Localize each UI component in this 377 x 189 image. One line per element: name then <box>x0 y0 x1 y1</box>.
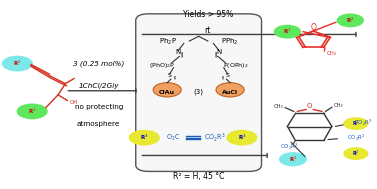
Text: R$^3$: R$^3$ <box>140 133 149 142</box>
Text: CO$_2$R$^2$: CO$_2$R$^2$ <box>346 133 365 143</box>
Text: ClAu: ClAu <box>159 90 175 95</box>
Text: P(OPh)$_2$: P(OPh)$_2$ <box>223 61 248 70</box>
Text: CH₃: CH₃ <box>333 103 343 108</box>
Text: CO$_2$R$^2$: CO$_2$R$^2$ <box>354 118 373 128</box>
Text: atmosphere: atmosphere <box>77 121 120 127</box>
Text: CO$_2$R$^2$: CO$_2$R$^2$ <box>280 142 299 152</box>
Text: no protecting: no protecting <box>75 104 123 110</box>
Circle shape <box>129 130 160 146</box>
Text: OH: OH <box>70 100 78 105</box>
Circle shape <box>343 147 368 160</box>
Text: O: O <box>310 23 316 32</box>
Text: ‖: ‖ <box>173 75 175 79</box>
Text: O: O <box>307 103 312 109</box>
Circle shape <box>17 104 48 119</box>
Text: ‖: ‖ <box>222 75 224 79</box>
Text: S: S <box>225 73 229 78</box>
Text: N: N <box>216 49 222 55</box>
Text: PPh$_2$: PPh$_2$ <box>221 37 238 47</box>
Circle shape <box>279 152 307 166</box>
Text: R² = H, 45 °C: R² = H, 45 °C <box>173 172 224 181</box>
Circle shape <box>343 117 368 130</box>
Text: Ph$_2$P: Ph$_2$P <box>158 37 176 47</box>
Text: ‖: ‖ <box>180 52 182 57</box>
FancyBboxPatch shape <box>136 14 262 171</box>
Text: CH₃: CH₃ <box>274 104 284 109</box>
Text: R$^1$: R$^1$ <box>283 27 292 36</box>
Text: R$^2$: R$^2$ <box>13 59 21 68</box>
Circle shape <box>153 83 181 97</box>
Text: AuCl: AuCl <box>222 90 238 95</box>
Text: 1ChCl/2Gly: 1ChCl/2Gly <box>78 83 119 89</box>
Circle shape <box>2 56 33 71</box>
Text: 3 (0.25 mol%): 3 (0.25 mol%) <box>73 60 124 67</box>
Text: R$^1$: R$^1$ <box>289 155 297 164</box>
Text: Yields > 95%: Yields > 95% <box>183 10 233 19</box>
Text: R$^2$: R$^2$ <box>352 149 360 158</box>
Text: R$^1$: R$^1$ <box>28 107 36 116</box>
Text: R$^3$: R$^3$ <box>238 133 246 142</box>
Text: CO$_2$R$^3$: CO$_2$R$^3$ <box>204 131 225 144</box>
Text: N: N <box>176 49 181 55</box>
Text: CH₃: CH₃ <box>326 51 336 56</box>
Circle shape <box>216 83 244 97</box>
Text: R$^2$: R$^2$ <box>346 16 354 25</box>
Text: S: S <box>168 73 172 78</box>
Circle shape <box>226 130 257 146</box>
Text: (3): (3) <box>194 89 204 95</box>
Circle shape <box>274 25 301 39</box>
Text: O$_2$C: O$_2$C <box>166 132 180 143</box>
Text: (PhO)$_2$P: (PhO)$_2$P <box>149 61 175 70</box>
Text: rt: rt <box>205 26 211 35</box>
Text: ‖: ‖ <box>215 52 217 57</box>
Text: R$^2$: R$^2$ <box>352 119 360 128</box>
Circle shape <box>337 13 364 27</box>
